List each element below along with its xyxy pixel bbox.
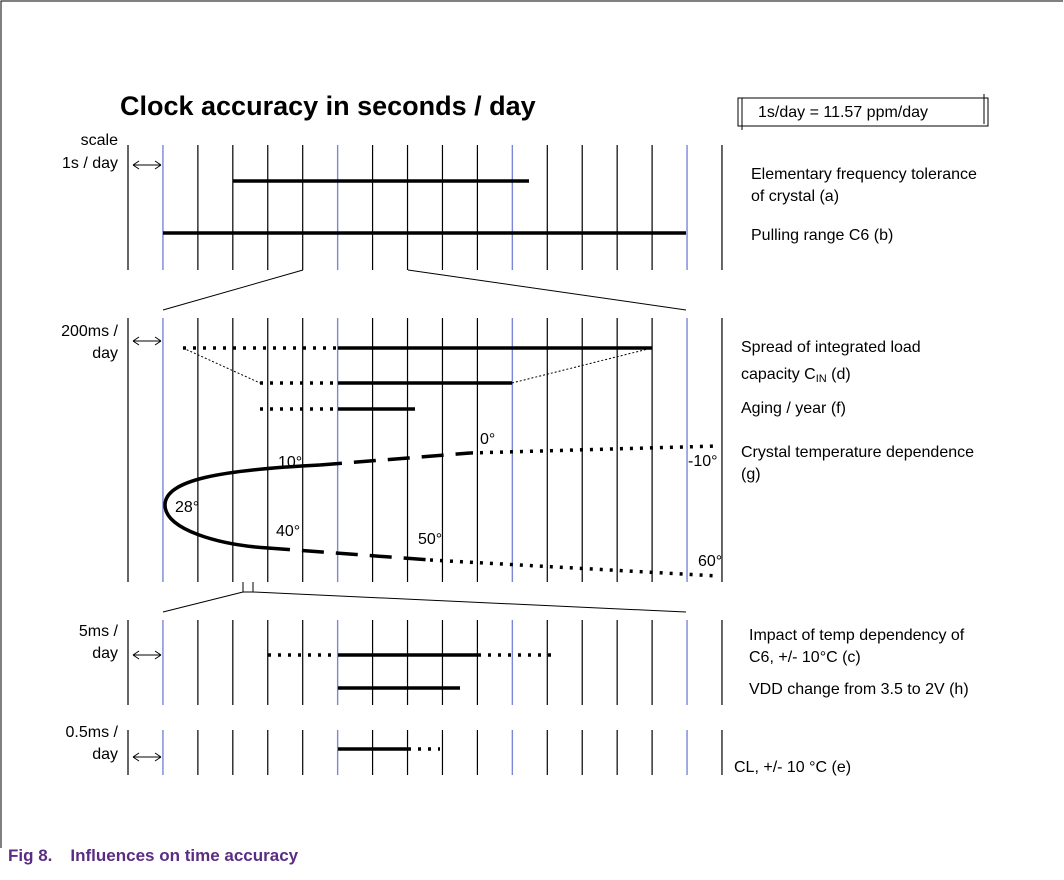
caption-text: Influences on time accuracy xyxy=(70,846,298,865)
connector xyxy=(182,347,653,384)
temp-label: 10° xyxy=(278,454,302,471)
scale-label: 1s / day xyxy=(62,155,118,172)
row-label: Spread of integrated load xyxy=(741,339,921,356)
row-label: (g) xyxy=(741,466,761,483)
row-label: CL, +/- 10 °C (e) xyxy=(734,759,851,776)
temp-curve-dashed xyxy=(267,451,471,562)
scale-label: 0.5ms / xyxy=(66,724,119,741)
scale-arrow xyxy=(132,752,162,762)
temp-curve-dotted xyxy=(429,444,719,578)
caption: Fig 8. Influences on time accuracy xyxy=(8,846,299,865)
temp-label: 0° xyxy=(480,431,495,448)
grid xyxy=(127,145,723,775)
row-label: VDD change from 3.5 to 2V (h) xyxy=(749,681,969,698)
scale-label: 5ms / xyxy=(79,623,119,640)
range-bar xyxy=(338,346,652,411)
scale-label: scale xyxy=(81,132,118,149)
row-label: Pulling range C6 (b) xyxy=(751,227,893,244)
row-label: Aging / year (f) xyxy=(741,400,846,417)
title: Clock accuracy in seconds / day xyxy=(120,91,536,121)
dotted-bar xyxy=(183,346,338,411)
temp-label: 50° xyxy=(418,531,442,548)
scale-label: 200ms / xyxy=(61,323,118,340)
temp-label: 40° xyxy=(276,523,300,540)
row-label: capacity C xyxy=(741,366,816,383)
row-label: capacity CIN (d) xyxy=(741,366,851,385)
row-label: Elementary frequency tolerance xyxy=(751,166,977,183)
caption-number: Fig 8. xyxy=(8,846,52,865)
note: 1s/day = 11.57 ppm/day xyxy=(758,104,928,121)
row-label: of crystal (a) xyxy=(751,188,839,205)
frame xyxy=(0,0,1063,848)
scale-arrow xyxy=(132,650,162,660)
scale-label: day xyxy=(92,645,118,662)
row-label: C6, +/- 10°C (c) xyxy=(749,649,861,666)
scale-arrow xyxy=(132,336,162,346)
zoom-line xyxy=(162,582,687,613)
scale-arrow xyxy=(132,160,162,170)
row-label: Impact of temp dependency of xyxy=(749,627,965,644)
subscript: IN xyxy=(816,373,827,385)
scale-label: day xyxy=(92,345,118,362)
temp-label: 28° xyxy=(175,499,199,516)
temp-label: -10° xyxy=(688,453,718,470)
scale-label: day xyxy=(92,746,118,763)
row-label: Crystal temperature dependence xyxy=(741,444,974,461)
temp-curve xyxy=(163,463,321,550)
row-label: (d) xyxy=(827,366,851,383)
range-bar xyxy=(338,653,478,690)
zoom-line xyxy=(162,269,687,311)
range-bar xyxy=(163,179,686,235)
temp-label: 60° xyxy=(698,553,722,570)
note-box xyxy=(737,94,989,130)
